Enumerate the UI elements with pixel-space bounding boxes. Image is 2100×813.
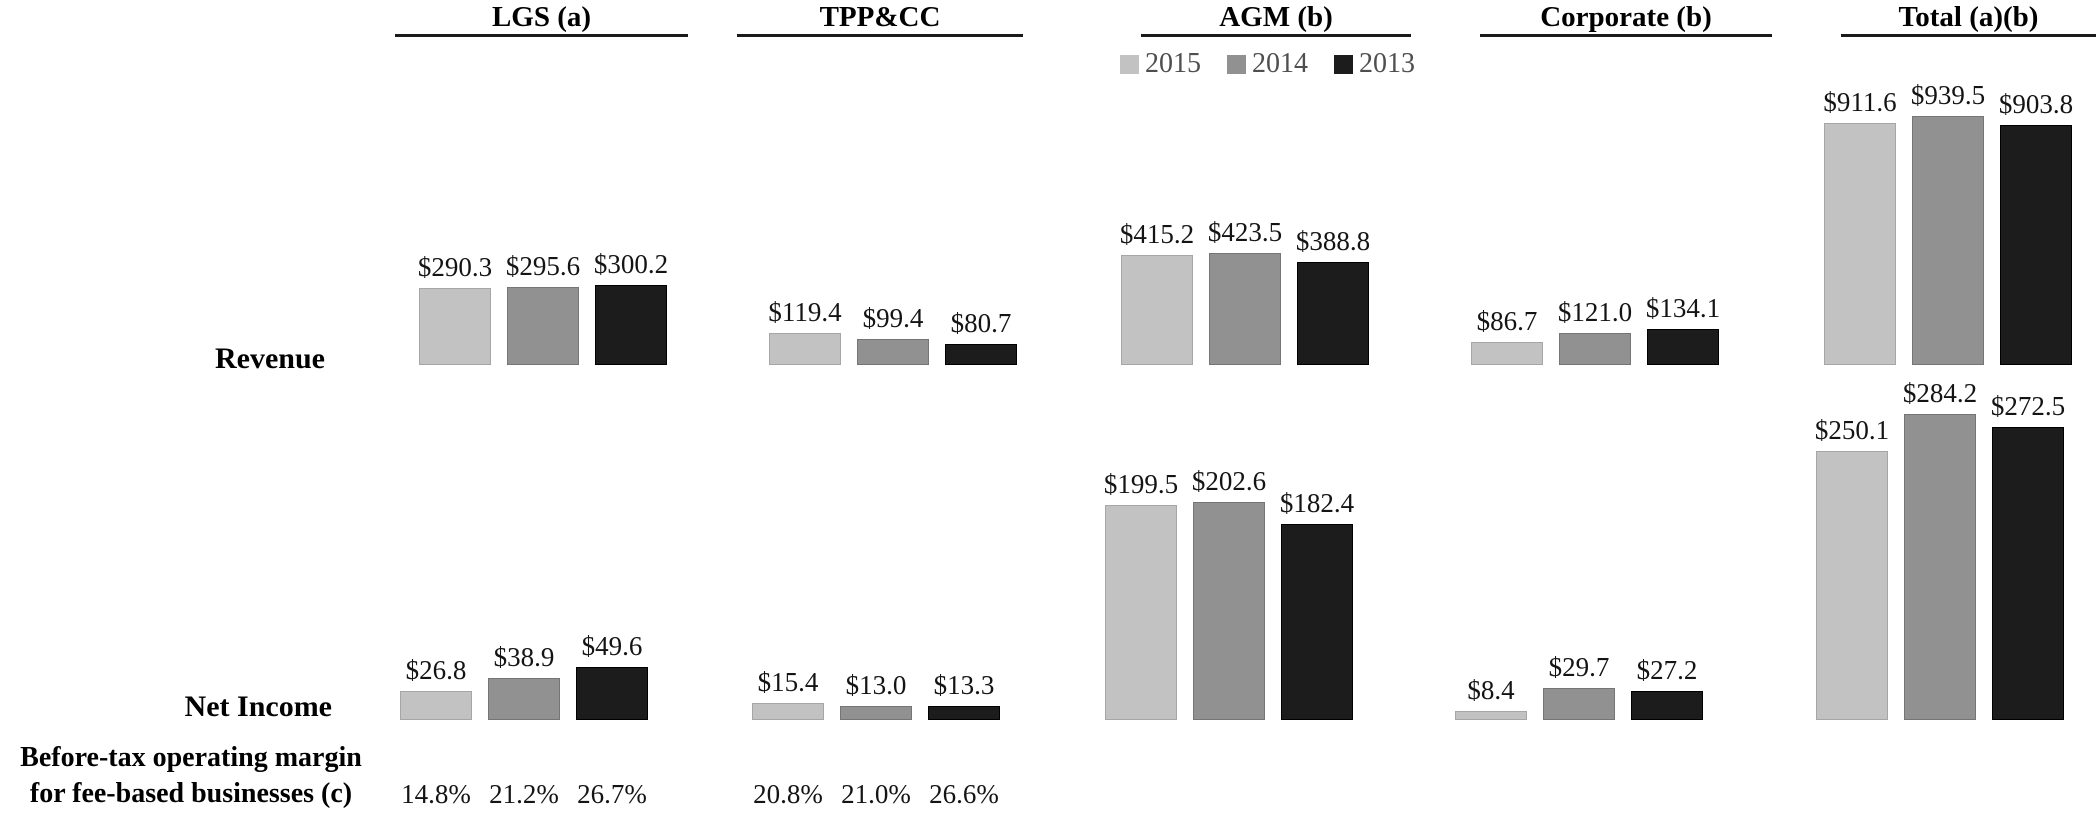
group-header-label: Total (a)(b) [1898, 1, 2039, 33]
net-income-bar-corporate-2013 [1631, 691, 1703, 720]
net-income-bar-lgs-2014 [488, 678, 560, 720]
group-header-agm: AGM (b) [1141, 2, 1411, 37]
margin-value-lgs-2015: 14.8% [401, 779, 471, 809]
group-header-total: Total (a)(b) [1841, 2, 2096, 37]
revenue-bar-lgs-2014 [507, 287, 579, 365]
net-income-value-label: $284.2 [1902, 378, 1978, 408]
revenue-bar-total-2015 [1824, 123, 1896, 365]
revenue-bar-corporate-2014 [1559, 333, 1631, 365]
revenue-bar-corporate-2015 [1471, 342, 1543, 365]
margin-value-lgs-2013: 26.7% [577, 779, 647, 809]
revenue-bar-total-2013 [2000, 125, 2072, 365]
margin-value-tppcc-2014: 21.0% [841, 779, 911, 809]
group-header-tppcc: TPP&CC [737, 2, 1023, 37]
revenue-value-label: $134.1 [1645, 293, 1721, 323]
net-income-value-label: $13.0 [845, 670, 907, 700]
revenue-bar-lgs-2013 [595, 285, 667, 365]
row-label-margin-line1: Before-tax operating margin [20, 742, 362, 773]
net-income-value-label: $38.9 [493, 642, 555, 672]
revenue-value-label: $99.4 [862, 303, 924, 333]
revenue-bar-lgs-2015 [419, 288, 491, 365]
legend-item-2015: 2015 [1120, 48, 1201, 79]
net-income-bar-tppcc-2015 [752, 703, 824, 720]
net-income-value-label: $29.7 [1548, 652, 1610, 682]
net-income-bar-agm-2015 [1105, 505, 1177, 720]
net-income-value-label: $182.4 [1279, 488, 1355, 518]
net-income-value-label: $15.4 [757, 667, 819, 697]
revenue-bar-agm-2015 [1121, 255, 1193, 365]
row-label-revenue: Revenue [215, 342, 325, 375]
revenue-value-label: $939.5 [1910, 80, 1986, 110]
net-income-value-label: $250.1 [1814, 415, 1890, 445]
group-header-label: LGS (a) [491, 1, 592, 33]
revenue-bar-total-2014 [1912, 116, 1984, 365]
net-income-value-label: $27.2 [1636, 655, 1698, 685]
revenue-bar-tppcc-2014 [857, 339, 929, 365]
group-header-corporate: Corporate (b) [1480, 2, 1772, 37]
margin-value-tppcc-2013: 26.6% [929, 779, 999, 809]
net-income-bar-lgs-2015 [400, 691, 472, 720]
revenue-value-label: $295.6 [505, 251, 581, 281]
net-income-value-label: $13.3 [933, 670, 995, 700]
legend-label: 2013 [1359, 48, 1415, 79]
row-label-net-income: Net Income [184, 690, 332, 723]
revenue-bar-agm-2014 [1209, 253, 1281, 365]
group-header-label: TPP&CC [819, 1, 941, 33]
revenue-bar-tppcc-2013 [945, 344, 1017, 365]
legend-swatch-2014 [1227, 54, 1246, 74]
legend-item-2013: 2013 [1334, 48, 1415, 79]
revenue-value-label: $300.2 [593, 249, 669, 279]
net-income-bar-corporate-2014 [1543, 688, 1615, 720]
net-income-bar-lgs-2013 [576, 667, 648, 720]
legend-swatch-2015 [1120, 54, 1139, 74]
legend-swatch-2013 [1334, 54, 1353, 74]
net-income-bar-tppcc-2014 [840, 706, 912, 720]
revenue-bar-agm-2013 [1297, 262, 1369, 365]
revenue-value-label: $903.8 [1998, 89, 2074, 119]
revenue-bar-corporate-2013 [1647, 329, 1719, 365]
legend-item-2014: 2014 [1227, 48, 1308, 79]
revenue-value-label: $423.5 [1207, 217, 1283, 247]
row-label-margin-line2: for fee-based businesses (c) [29, 778, 353, 809]
revenue-value-label: $86.7 [1476, 306, 1538, 336]
net-income-value-label: $49.6 [581, 631, 643, 661]
margin-value-tppcc-2015: 20.8% [753, 779, 823, 809]
net-income-bar-total-2013 [1992, 427, 2064, 720]
revenue-value-label: $121.0 [1557, 297, 1633, 327]
legend-label: 2014 [1252, 48, 1308, 79]
chart-legend: 2015 2014 2013 [1120, 48, 1415, 79]
group-header-label: Corporate (b) [1540, 1, 1712, 33]
revenue-bar-tppcc-2015 [769, 333, 841, 365]
net-income-bar-agm-2013 [1281, 524, 1353, 720]
revenue-value-label: $119.4 [768, 297, 842, 327]
revenue-value-label: $415.2 [1119, 219, 1195, 249]
net-income-value-label: $26.8 [405, 655, 467, 685]
revenue-value-label: $80.7 [950, 308, 1012, 338]
net-income-bar-total-2014 [1904, 414, 1976, 720]
net-income-bar-agm-2014 [1193, 502, 1265, 720]
net-income-value-label: $272.5 [1990, 391, 2066, 421]
revenue-value-label: $290.3 [417, 252, 493, 282]
revenue-value-label: $388.8 [1295, 226, 1371, 256]
net-income-bar-tppcc-2013 [928, 706, 1000, 720]
margin-value-lgs-2014: 21.2% [489, 779, 559, 809]
net-income-value-label: $8.4 [1467, 675, 1515, 705]
net-income-bar-total-2015 [1816, 451, 1888, 720]
revenue-value-label: $911.6 [1823, 87, 1897, 117]
net-income-value-label: $202.6 [1191, 466, 1267, 496]
net-income-value-label: $199.5 [1103, 469, 1179, 499]
net-income-bar-corporate-2015 [1455, 711, 1527, 720]
group-header-lgs: LGS (a) [395, 2, 688, 37]
group-header-label: AGM (b) [1219, 1, 1333, 33]
legend-label: 2015 [1145, 48, 1201, 79]
